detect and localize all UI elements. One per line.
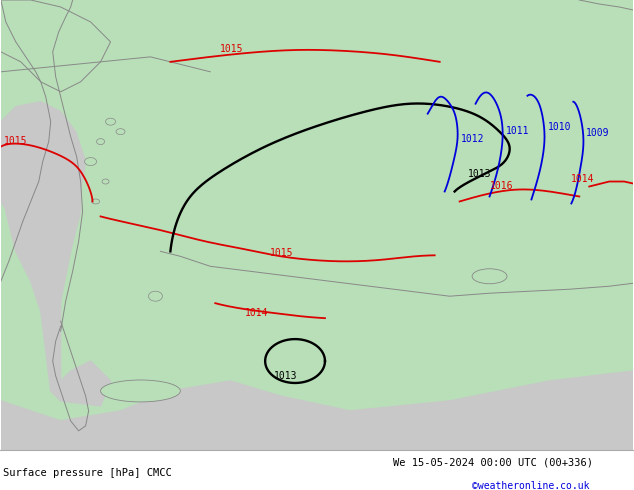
Text: 1009: 1009 <box>586 127 610 138</box>
Ellipse shape <box>106 118 115 125</box>
Text: 1012: 1012 <box>461 134 484 144</box>
Ellipse shape <box>96 139 105 145</box>
Polygon shape <box>1 371 633 451</box>
Ellipse shape <box>101 380 180 402</box>
Text: 1016: 1016 <box>489 181 513 192</box>
Text: We 15-05-2024 00:00 UTC (00+336): We 15-05-2024 00:00 UTC (00+336) <box>393 458 593 468</box>
Text: 1015: 1015 <box>4 136 27 146</box>
Polygon shape <box>1 102 86 251</box>
Text: 1013: 1013 <box>274 371 297 381</box>
Text: 1010: 1010 <box>547 122 571 132</box>
Text: 1013: 1013 <box>468 169 491 178</box>
Ellipse shape <box>91 199 100 204</box>
Text: 1015: 1015 <box>270 248 294 258</box>
Ellipse shape <box>84 158 96 166</box>
Polygon shape <box>6 126 81 401</box>
Text: 1011: 1011 <box>505 125 529 136</box>
Text: 1014: 1014 <box>571 173 595 184</box>
Polygon shape <box>56 361 110 406</box>
Ellipse shape <box>148 291 162 301</box>
Text: 1015: 1015 <box>220 44 243 54</box>
Ellipse shape <box>102 179 109 184</box>
Ellipse shape <box>472 269 507 284</box>
Text: 1014: 1014 <box>245 308 269 318</box>
Text: ©weatheronline.co.uk: ©weatheronline.co.uk <box>472 481 590 490</box>
Ellipse shape <box>116 129 125 135</box>
Text: Surface pressure [hPa] CMCC: Surface pressure [hPa] CMCC <box>3 468 172 478</box>
